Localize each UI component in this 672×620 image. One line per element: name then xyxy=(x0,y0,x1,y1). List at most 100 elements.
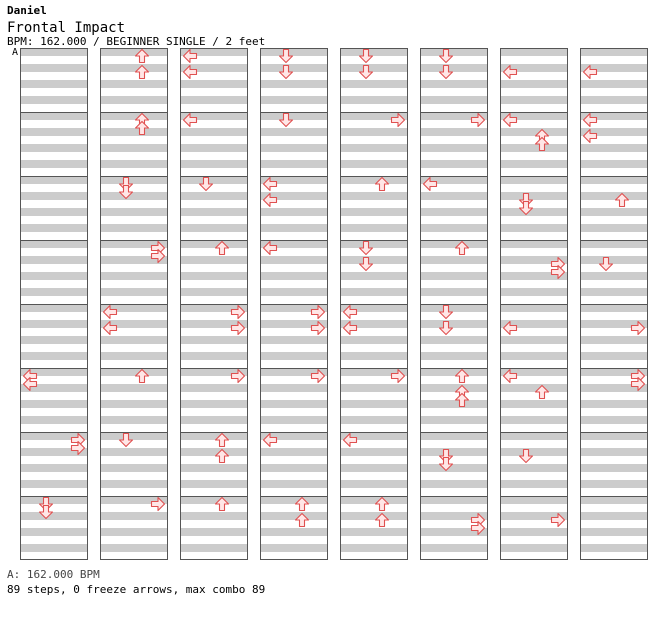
arrow-up-icon xyxy=(534,384,550,400)
beat-stripe xyxy=(580,432,648,440)
arrow-right-icon xyxy=(550,264,566,280)
beat-stripe xyxy=(100,176,168,184)
beat-stripe xyxy=(20,288,88,296)
beat-stripe xyxy=(420,176,488,184)
beat-stripe xyxy=(500,144,568,152)
beat-stripe xyxy=(20,480,88,488)
beat-stripe xyxy=(500,416,568,424)
beat-stripe xyxy=(340,96,408,104)
beat-stripe xyxy=(420,272,488,280)
beat-stripe xyxy=(580,48,648,56)
beat-stripe xyxy=(500,480,568,488)
beat-stripe xyxy=(180,480,248,488)
beat-stripe xyxy=(420,400,488,408)
beat-stripe xyxy=(260,512,328,520)
arrow-up-icon xyxy=(214,496,230,512)
arrow-down-icon xyxy=(518,200,534,216)
author-name: Daniel xyxy=(7,4,47,17)
arrow-up-icon xyxy=(294,512,310,528)
arrow-right-icon xyxy=(230,320,246,336)
beat-stripe xyxy=(20,320,88,328)
beat-stripe xyxy=(500,448,568,456)
column-border xyxy=(420,48,488,560)
arrow-left-icon xyxy=(502,320,518,336)
beat-stripe xyxy=(500,304,568,312)
beat-stripe xyxy=(420,320,488,328)
beat-stripe xyxy=(180,528,248,536)
beat-stripe xyxy=(180,176,248,184)
beat-stripe xyxy=(420,464,488,472)
beat-stripe xyxy=(580,336,648,344)
beat-stripe xyxy=(260,368,328,376)
beat-stripe xyxy=(340,528,408,536)
arrow-left-icon xyxy=(102,320,118,336)
beat-stripe xyxy=(580,144,648,152)
arrow-right-icon xyxy=(70,440,86,456)
beat-stripe xyxy=(580,352,648,360)
beat-stripe xyxy=(20,528,88,536)
arrow-up-icon xyxy=(134,64,150,80)
beat-stripe xyxy=(340,48,408,56)
beat-stripe xyxy=(100,400,168,408)
chart-columns xyxy=(20,48,648,560)
arrow-left-icon xyxy=(582,128,598,144)
beat-stripe xyxy=(260,320,328,328)
beat-stripe xyxy=(500,320,568,328)
beat-stripe xyxy=(340,128,408,136)
beat-stripe xyxy=(580,192,648,200)
beat-stripe xyxy=(20,544,88,552)
beat-stripe xyxy=(20,272,88,280)
beat-stripe xyxy=(180,496,248,504)
arrow-down-icon xyxy=(118,432,134,448)
beat-stripe xyxy=(260,272,328,280)
beat-stripe xyxy=(100,368,168,376)
arrow-left-icon xyxy=(502,368,518,384)
arrow-up-icon xyxy=(214,432,230,448)
beat-stripe xyxy=(340,144,408,152)
arrow-up-icon xyxy=(454,240,470,256)
beat-stripe xyxy=(180,448,248,456)
beat-stripe xyxy=(260,160,328,168)
beat-stripe xyxy=(420,432,488,440)
arrow-down-icon xyxy=(38,504,54,520)
arrow-left-icon xyxy=(502,112,518,128)
beat-stripe xyxy=(500,288,568,296)
beat-stripe xyxy=(100,160,168,168)
beat-stripe xyxy=(580,304,648,312)
beat-stripe xyxy=(340,384,408,392)
arrow-down-icon xyxy=(438,48,454,64)
beat-stripe xyxy=(20,224,88,232)
beat-stripe xyxy=(420,192,488,200)
column-border xyxy=(20,48,88,560)
beat-stripe xyxy=(580,448,648,456)
arrow-down-icon xyxy=(518,192,534,208)
song-info: BPM: 162.000 / BEGINNER SINGLE / 2 feet xyxy=(7,35,266,48)
beat-stripe xyxy=(260,448,328,456)
beat-stripe xyxy=(20,512,88,520)
beat-stripe xyxy=(500,528,568,536)
column-border xyxy=(260,48,328,560)
arrow-left-icon xyxy=(262,192,278,208)
arrow-right-icon xyxy=(310,320,326,336)
beat-stripe xyxy=(580,128,648,136)
beat-stripe xyxy=(100,48,168,56)
beat-stripe xyxy=(500,48,568,56)
beat-stripe xyxy=(500,368,568,376)
beat-stripe xyxy=(420,496,488,504)
beat-stripe xyxy=(20,96,88,104)
beat-stripe xyxy=(260,384,328,392)
beat-stripe xyxy=(420,160,488,168)
beat-stripe xyxy=(180,96,248,104)
beat-stripe xyxy=(260,544,328,552)
beat-stripe xyxy=(260,480,328,488)
beat-stripe xyxy=(180,128,248,136)
beat-stripe xyxy=(260,240,328,248)
beat-stripe xyxy=(580,256,648,264)
beat-stripe xyxy=(580,496,648,504)
beat-stripe xyxy=(20,352,88,360)
beat-stripe xyxy=(340,176,408,184)
beat-stripe xyxy=(100,192,168,200)
arrow-right-icon xyxy=(390,368,406,384)
beat-stripe xyxy=(100,496,168,504)
arrow-up-icon xyxy=(534,136,550,152)
